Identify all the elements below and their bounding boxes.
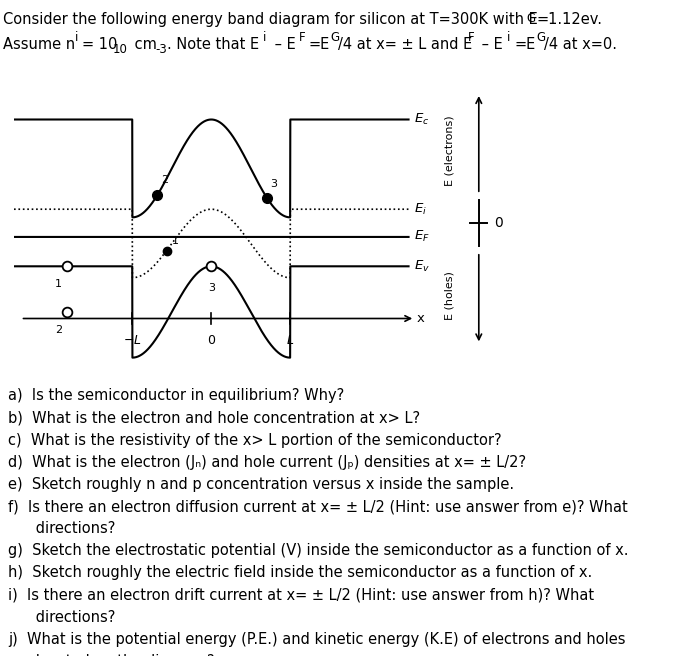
Text: x: x bbox=[417, 312, 425, 325]
Text: $0$: $0$ bbox=[206, 334, 216, 347]
Text: i: i bbox=[263, 31, 267, 45]
Text: $E_v$: $E_v$ bbox=[414, 258, 430, 274]
Text: i: i bbox=[507, 31, 510, 45]
Text: located on the diagram?: located on the diagram? bbox=[8, 654, 215, 656]
Text: 1: 1 bbox=[55, 279, 62, 289]
Text: – E: – E bbox=[477, 37, 503, 52]
Text: E (holes): E (holes) bbox=[444, 271, 454, 319]
Text: i)  Is there an electron drift current at x= ± L/2 (Hint: use answer from h)? Wh: i) Is there an electron drift current at… bbox=[8, 588, 594, 603]
Text: G: G bbox=[536, 31, 545, 45]
Text: a)  Is the semiconductor in equilibrium? Why?: a) Is the semiconductor in equilibrium? … bbox=[8, 388, 344, 403]
Text: . Note that E: . Note that E bbox=[167, 37, 259, 52]
Text: f)  Is there an electron diffusion current at x= ± L/2 (Hint: use answer from e): f) Is there an electron diffusion curren… bbox=[8, 499, 628, 514]
Text: $-L$: $-L$ bbox=[123, 334, 141, 347]
Text: cm: cm bbox=[130, 37, 157, 52]
Text: e)  Sketch roughly n and p concentration versus x inside the sample.: e) Sketch roughly n and p concentration … bbox=[8, 477, 514, 492]
Text: $E_c$: $E_c$ bbox=[414, 112, 429, 127]
Text: E (electrons): E (electrons) bbox=[444, 115, 454, 186]
Text: /4 at x=0.: /4 at x=0. bbox=[544, 37, 617, 52]
Text: =E: =E bbox=[308, 37, 329, 52]
Text: 3: 3 bbox=[208, 283, 215, 293]
Text: $E_F$: $E_F$ bbox=[414, 230, 430, 245]
Text: 1: 1 bbox=[172, 236, 178, 246]
Text: G: G bbox=[526, 12, 535, 25]
Text: c)  What is the resistivity of the x> L portion of the semiconductor?: c) What is the resistivity of the x> L p… bbox=[8, 433, 502, 447]
Text: -3: -3 bbox=[155, 43, 167, 56]
Text: =1.12ev.: =1.12ev. bbox=[537, 12, 603, 27]
Text: $L$: $L$ bbox=[286, 334, 294, 347]
Text: b)  What is the electron and hole concentration at x> L?: b) What is the electron and hole concent… bbox=[8, 411, 420, 426]
Text: g)  Sketch the electrostatic potential (V) inside the semiconductor as a functio: g) Sketch the electrostatic potential (V… bbox=[8, 543, 629, 558]
Text: 0: 0 bbox=[494, 216, 503, 230]
Text: 2: 2 bbox=[160, 175, 168, 186]
Text: 3: 3 bbox=[270, 178, 277, 188]
Text: – E: – E bbox=[270, 37, 295, 52]
Text: = 10: = 10 bbox=[82, 37, 118, 52]
Text: Assume n: Assume n bbox=[3, 37, 75, 52]
Text: directions?: directions? bbox=[8, 521, 116, 536]
Text: j)  What is the potential energy (P.E.) and kinetic energy (K.E) of electrons an: j) What is the potential energy (P.E.) a… bbox=[8, 632, 626, 647]
Text: F: F bbox=[468, 31, 475, 45]
Text: =E: =E bbox=[514, 37, 536, 52]
Text: 10: 10 bbox=[113, 43, 128, 56]
Text: F: F bbox=[299, 31, 306, 45]
Text: Consider the following energy band diagram for silicon at T=300K with E: Consider the following energy band diagr… bbox=[3, 12, 538, 27]
Text: h)  Sketch roughly the electric field inside the semiconductor as a function of : h) Sketch roughly the electric field ins… bbox=[8, 565, 592, 581]
Text: directions?: directions? bbox=[8, 610, 116, 625]
Text: i: i bbox=[75, 31, 78, 45]
Text: 2: 2 bbox=[55, 325, 62, 335]
Text: d)  What is the electron (Jₙ) and hole current (Jₚ) densities at x= ± L/2?: d) What is the electron (Jₙ) and hole cu… bbox=[8, 455, 526, 470]
Text: $E_i$: $E_i$ bbox=[414, 201, 427, 216]
Text: G: G bbox=[330, 31, 339, 45]
Text: /4 at x= ± L and E: /4 at x= ± L and E bbox=[338, 37, 472, 52]
